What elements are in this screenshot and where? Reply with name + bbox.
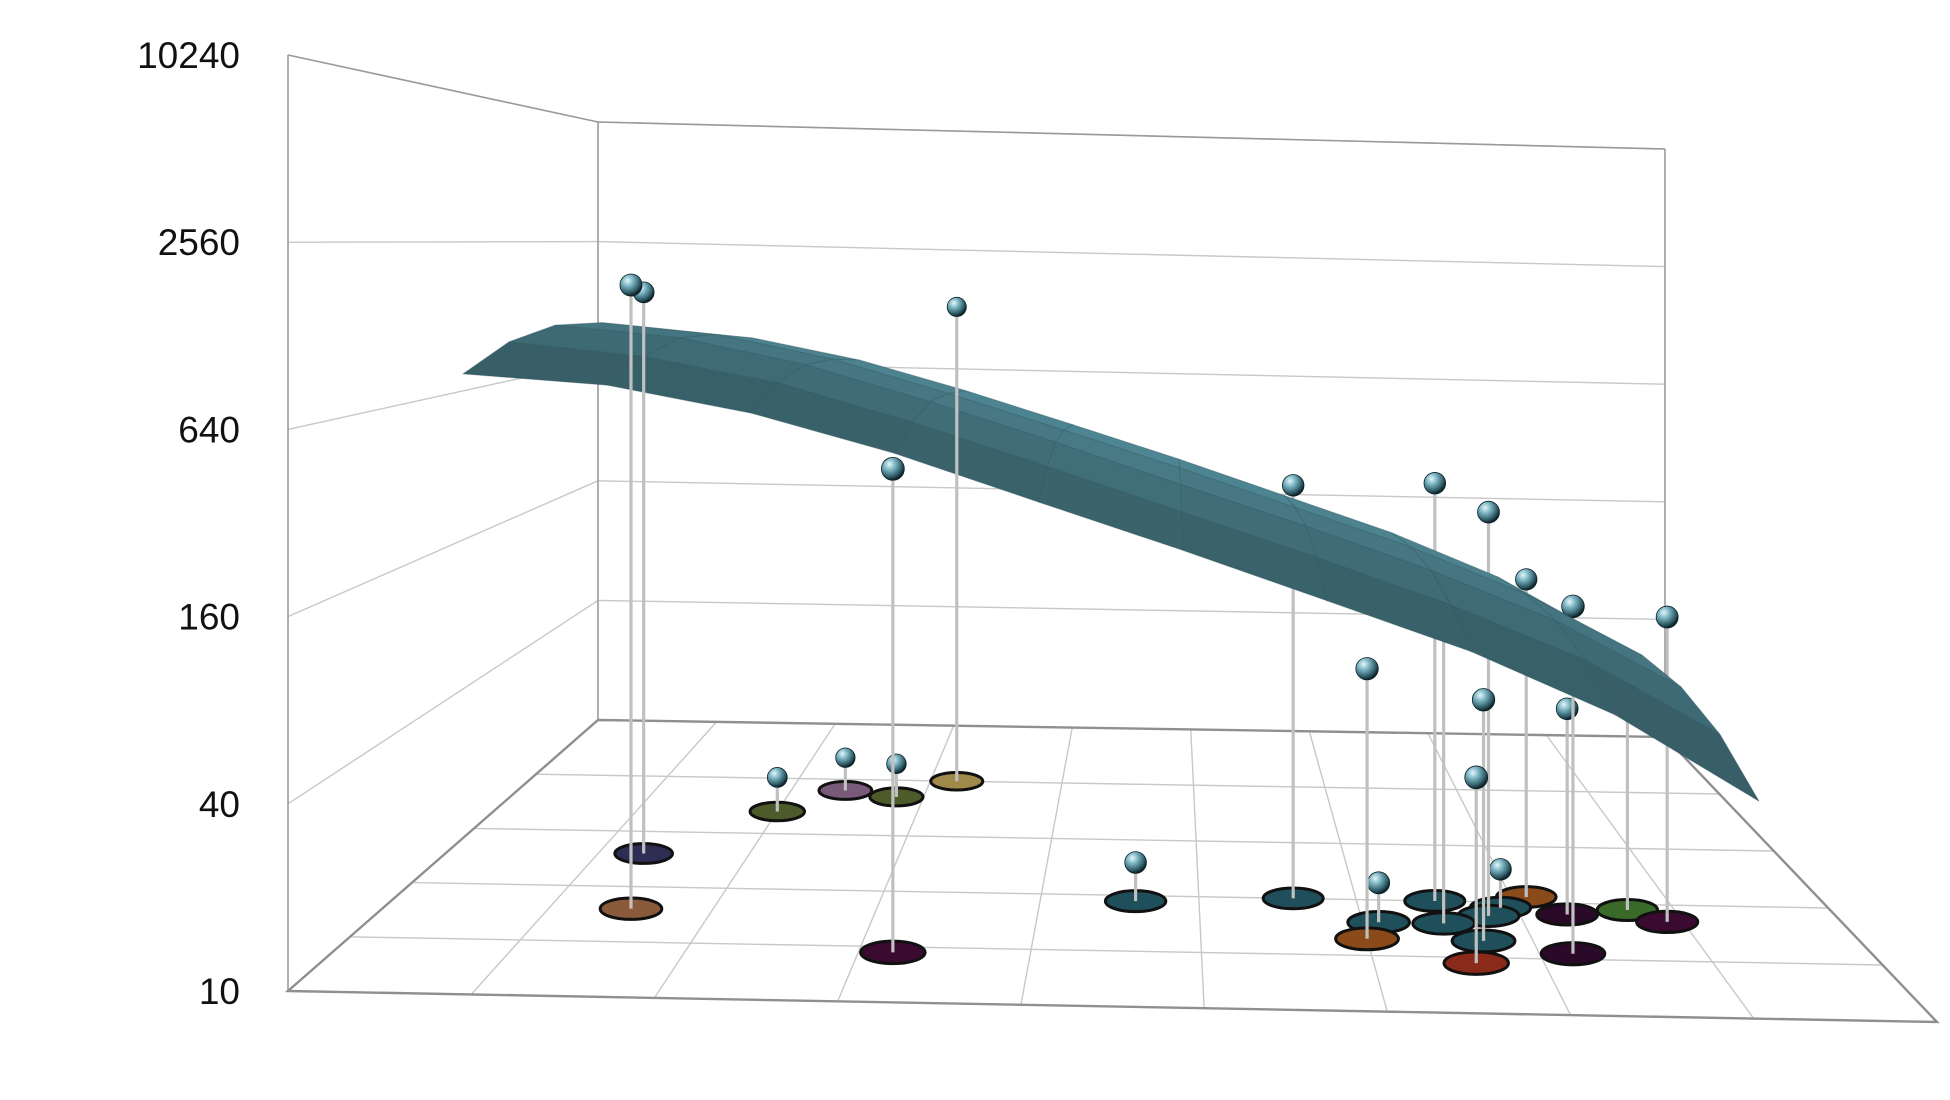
data-point (1355, 657, 1379, 681)
data-point (835, 747, 856, 768)
floor-disc-layer (598, 770, 1700, 976)
data-point (619, 273, 643, 297)
data-point (1561, 594, 1585, 619)
floor-gridline (837, 725, 955, 1002)
floor-gridline (349, 936, 1883, 966)
data-point (1423, 472, 1447, 495)
box-edge (287, 54, 599, 123)
box-edge (597, 121, 1666, 150)
data-point (1477, 500, 1500, 524)
data-point (766, 767, 788, 788)
side-wall-gridline (287, 599, 599, 805)
z-tick-label: 40 (199, 784, 240, 825)
data-point (1124, 851, 1147, 874)
z-axis-tick-labels: 10240 2560 640 160 40 10 (137, 35, 240, 1012)
z-tick-label: 640 (178, 409, 240, 450)
data-point (1281, 474, 1305, 497)
surface-patch (1584, 658, 1760, 802)
data-point (1464, 765, 1489, 790)
floor-gridline (470, 721, 718, 995)
data-point (1367, 871, 1391, 895)
data-point (946, 296, 967, 317)
floor-gridline (535, 773, 1720, 795)
floor-gridline (473, 827, 1774, 852)
floor-gridline (653, 723, 836, 999)
side-wall-gridline (287, 480, 599, 618)
back-wall-gridline (597, 240, 1666, 268)
front-stem-layer (619, 273, 967, 909)
data-point (1555, 697, 1579, 721)
data-point (1489, 858, 1512, 881)
data-point (886, 753, 907, 774)
floor-gridline (1308, 731, 1389, 1012)
data-point (1655, 605, 1679, 629)
data-point (1471, 688, 1496, 712)
side-wall-gridline (287, 240, 599, 243)
z-tick-label: 2560 (158, 222, 240, 263)
floor-gridline (1020, 727, 1073, 1005)
floor-outline (284, 718, 1940, 1024)
grid-layer (284, 54, 1940, 1024)
floor-gridline (1545, 734, 1755, 1019)
data-point (881, 456, 905, 481)
z-tick-label: 10240 (137, 35, 240, 76)
z-tick-label: 10 (199, 971, 240, 1012)
fitted-surface (461, 322, 1760, 802)
data-point (1515, 568, 1538, 591)
surface-patch (1555, 620, 1721, 736)
z-tick-label: 160 (178, 597, 240, 638)
floor-gridline (1190, 729, 1205, 1009)
